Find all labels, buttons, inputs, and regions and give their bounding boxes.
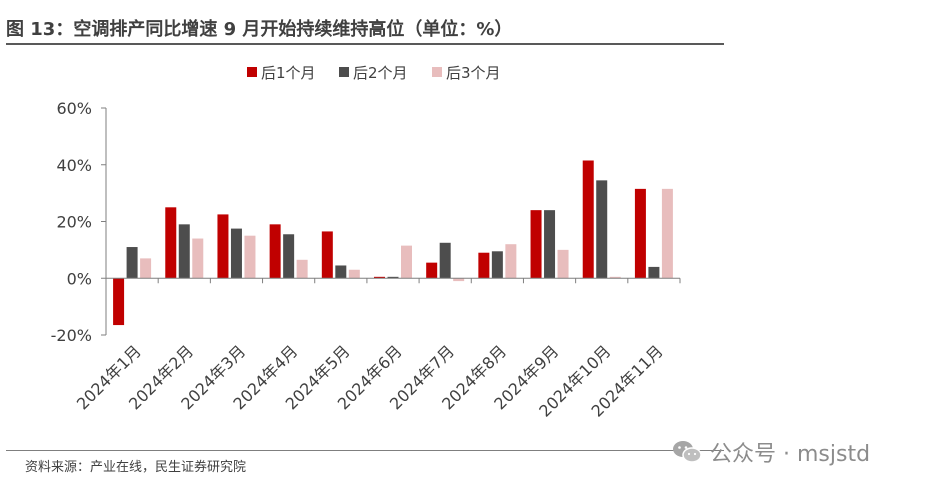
- bar: [283, 234, 295, 279]
- y-tick-label: -20%: [51, 326, 92, 345]
- bar: [634, 188, 646, 279]
- bar: [609, 276, 621, 279]
- bar: [661, 188, 673, 279]
- y-tick-label: 40%: [56, 156, 92, 175]
- bar: [230, 228, 242, 279]
- watermark: 公众号 · msjstd: [672, 436, 870, 468]
- bar: [165, 207, 177, 279]
- y-tick-label: 0%: [67, 269, 92, 288]
- bar: [439, 242, 451, 279]
- legend-swatch: [432, 67, 442, 77]
- legend-swatch: [339, 67, 349, 77]
- bar: [140, 258, 152, 279]
- title-divider: [6, 43, 724, 45]
- bar: [426, 262, 438, 279]
- bar: [113, 278, 125, 326]
- bar: [296, 259, 308, 279]
- bar: [505, 244, 517, 279]
- x-axis: 2024年1月2024年2月2024年3月2024年4月2024年5月2024年…: [73, 277, 681, 421]
- bar: [348, 269, 360, 279]
- legend-label: 后1个月: [261, 64, 316, 82]
- watermark-text: 公众号 · msjstd: [710, 442, 871, 467]
- bar: [321, 231, 333, 279]
- chart-legend: 后1个月 后2个月 后3个月: [247, 64, 501, 82]
- bar: [648, 266, 660, 279]
- bar: [269, 224, 281, 279]
- bar: [374, 276, 385, 279]
- bar: [478, 252, 490, 279]
- legend-label: 后2个月: [353, 64, 408, 82]
- bar: [335, 265, 347, 279]
- y-tick-label: 60%: [56, 99, 92, 118]
- source-divider: [6, 450, 724, 451]
- bar: [453, 278, 465, 282]
- legend-label: 后3个月: [446, 64, 501, 82]
- bar: [596, 180, 608, 279]
- wechat-icon: [673, 441, 702, 463]
- bar: [491, 251, 503, 279]
- bar: [401, 245, 412, 279]
- y-axis: -20% 0% 20% 40% 60%: [51, 99, 107, 345]
- source-note: 资料来源：产业在线，民生证券研究院: [25, 460, 247, 475]
- bar: [244, 235, 256, 279]
- bar: [217, 214, 229, 279]
- bar: [557, 249, 569, 279]
- bars-group: [113, 160, 673, 326]
- bar: [387, 276, 399, 279]
- bar: [126, 247, 138, 279]
- legend-swatch: [247, 67, 257, 77]
- bar: [544, 210, 556, 279]
- figure-title: 图 13：空调排产同比增速 9 月开始持续维持高位（单位：%）: [6, 19, 513, 40]
- bar: [178, 224, 190, 279]
- y-tick-label: 20%: [56, 213, 92, 232]
- bar: [582, 160, 594, 279]
- bar: [530, 210, 542, 279]
- bar: [192, 238, 204, 279]
